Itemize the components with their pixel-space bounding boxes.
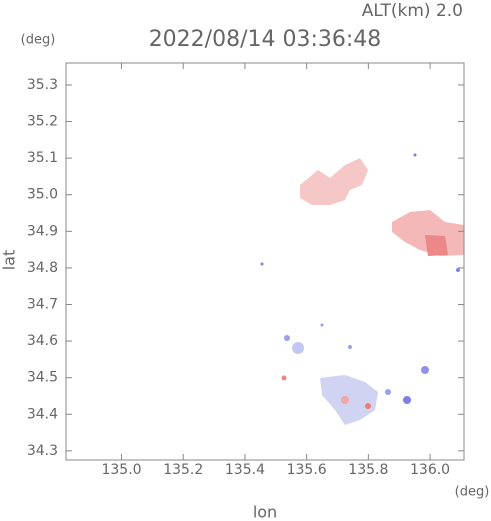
x-tick-label: 135.8 bbox=[348, 462, 388, 478]
echo-cell bbox=[320, 323, 324, 327]
echo-cell bbox=[341, 396, 349, 404]
echo-area bbox=[300, 158, 368, 205]
echo-cell bbox=[260, 262, 264, 266]
y-tick-label: 34.5 bbox=[27, 370, 58, 386]
echo-area bbox=[425, 235, 448, 256]
x-tick-label: 135.6 bbox=[287, 462, 327, 478]
y-tick-label: 34.7 bbox=[27, 296, 58, 312]
echo-cell bbox=[403, 396, 411, 404]
y-tick-label: 35.0 bbox=[27, 187, 58, 203]
echo-cell bbox=[456, 268, 460, 272]
x-unit: (deg) bbox=[455, 485, 490, 500]
echo-cell bbox=[385, 389, 391, 395]
x-tick-label: 135.0 bbox=[101, 462, 141, 478]
echo-cell bbox=[365, 403, 371, 409]
echo-cell bbox=[413, 153, 417, 157]
echo-cell bbox=[348, 345, 352, 349]
echo-cell bbox=[292, 342, 304, 354]
y-tick-label: 34.6 bbox=[27, 333, 58, 349]
echo-cell bbox=[421, 366, 429, 374]
y-tick-label: 34.9 bbox=[27, 223, 58, 239]
y-tick-label: 34.8 bbox=[27, 260, 58, 276]
echo-cell bbox=[284, 335, 290, 341]
echo-blobs bbox=[260, 153, 464, 425]
y-tick-label: 35.1 bbox=[27, 150, 58, 166]
x-tick-label: 135.2 bbox=[163, 462, 203, 478]
altitude-label: ALT(km) 2.0 bbox=[362, 1, 463, 21]
y-tick-label: 35.3 bbox=[27, 77, 58, 93]
y-tick-label: 34.3 bbox=[27, 443, 58, 459]
echo-cell bbox=[281, 375, 287, 381]
y-unit: (deg) bbox=[21, 33, 56, 48]
plot-frame bbox=[65, 62, 465, 461]
x-tick-label: 135.4 bbox=[225, 462, 265, 478]
x-tick-label: 136.0 bbox=[410, 462, 450, 478]
x-axis-label: lon bbox=[253, 503, 277, 521]
chart-title: 2022/08/14 03:36:48 bbox=[149, 27, 382, 52]
y-tick-label: 35.2 bbox=[27, 114, 58, 130]
y-tick-label: 34.4 bbox=[27, 406, 58, 422]
y-axis-label: lat bbox=[0, 250, 19, 271]
